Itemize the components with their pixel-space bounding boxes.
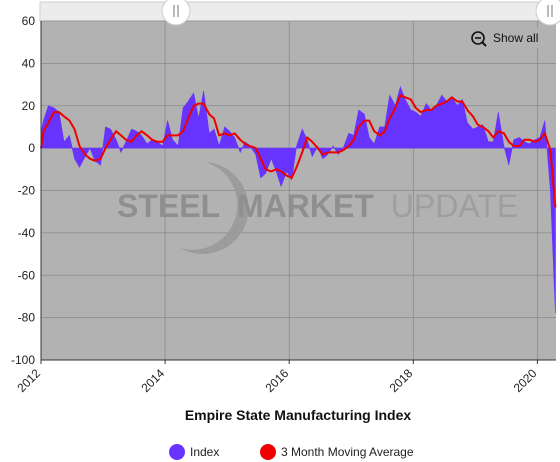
navigator-left-handle[interactable] xyxy=(161,0,191,26)
y-tick-label: -20 xyxy=(18,184,36,198)
legend-item[interactable]: 3 Month Moving Average xyxy=(260,444,414,460)
y-tick-label: -40 xyxy=(18,226,36,240)
legend-item[interactable]: Index xyxy=(169,444,219,460)
x-tick-label: 2014 xyxy=(138,366,167,395)
legend-swatch xyxy=(260,444,276,460)
x-tick-label: 2018 xyxy=(387,366,416,395)
y-tick-label: -60 xyxy=(18,268,36,282)
legend-label: Index xyxy=(190,445,219,459)
svg-text:STEEL MARKET UPDAT: STEEL MARKET UPDATE xyxy=(117,188,518,224)
y-tick-label: 20 xyxy=(22,99,36,113)
y-tick-label: -80 xyxy=(18,311,36,325)
watermark-swoosh xyxy=(180,162,249,254)
x-tick-label: 2020 xyxy=(511,366,540,395)
y-axis: 60 40 20 0 -20 -40 -60 -80 -100 xyxy=(11,14,35,367)
navigator-right-handle[interactable] xyxy=(535,0,560,26)
watermark-word-steel: STEEL xyxy=(117,188,220,224)
chart-title: Empire State Manufacturing Index xyxy=(185,407,412,423)
drag-handle-icon xyxy=(173,5,179,17)
y-tick-label: 0 xyxy=(28,141,35,155)
series-index-area xyxy=(40,85,556,314)
series-moving-average-line xyxy=(40,94,557,208)
legend: Index 3 Month Moving Average xyxy=(169,444,414,460)
watermark-logo: STEEL MARKET UPDATE xyxy=(117,162,518,254)
legend-swatch xyxy=(169,444,185,460)
y-tick-label: -100 xyxy=(11,353,35,367)
zoom-out-icon xyxy=(471,31,487,47)
x-tick-label: 2012 xyxy=(14,366,43,395)
x-tick-label: 2016 xyxy=(263,366,292,395)
y-tick-label: 60 xyxy=(22,14,36,28)
watermark-word-update: UPDATE xyxy=(391,188,518,224)
show-all-label: Show all xyxy=(493,31,538,45)
legend-label: 3 Month Moving Average xyxy=(281,445,414,459)
watermark-word-market: MARKET xyxy=(237,188,374,224)
show-all-button[interactable]: Show all xyxy=(466,28,548,48)
navigator-bar[interactable] xyxy=(39,1,559,22)
y-tick-label: 40 xyxy=(22,56,36,70)
x-axis: 2012 2014 2016 2018 2020 xyxy=(14,360,540,395)
series-layer xyxy=(40,85,557,314)
